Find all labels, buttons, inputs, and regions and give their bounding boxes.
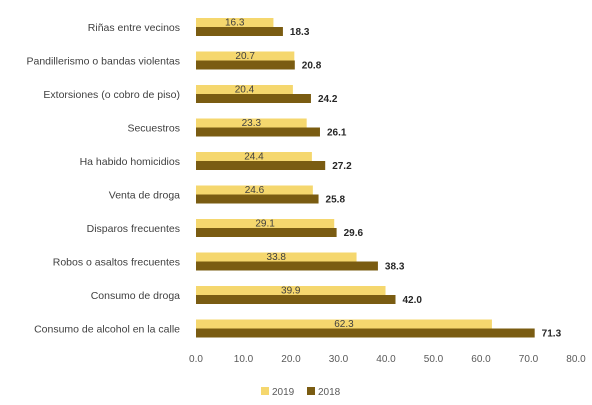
data-label-2018: 18.3 [290,27,310,38]
data-label-2018: 20.8 [302,61,322,72]
data-label-2019: 29.1 [255,219,275,230]
category-label: Secuestros [127,123,180,135]
data-label-2019: 39.9 [281,286,301,297]
legend-swatch-2018 [307,387,315,395]
data-label-2018: 38.3 [385,262,405,273]
legend-swatch-2019 [261,387,269,395]
data-label-2018: 42.0 [403,295,423,306]
x-tick-label: 20.0 [281,354,301,365]
bar-2019 [196,18,274,27]
x-tick-label: 50.0 [424,354,444,365]
legend: 2019 2018 [261,387,341,398]
bar-2018 [196,161,326,170]
bar-2019 [196,152,312,161]
category-label: Consumo de droga [91,290,180,302]
category-label: Consumo de alcohol en la calle [34,324,180,336]
category-labels: Riñas entre vecinos Pandillerismo o banda… [26,22,180,336]
data-label-2019: 23.3 [242,118,262,129]
data-label-2018: 24.2 [318,94,338,105]
bar-2018 [196,328,535,338]
x-tick-label: 80.0 [566,354,586,365]
data-label-2019: 16.3 [225,18,245,29]
legend-label-2019: 2019 [272,387,295,398]
bar-2018 [196,228,337,237]
bar-2018 [196,60,295,70]
data-label-2018: 29.6 [344,228,364,239]
x-tick-label: 30.0 [329,354,349,365]
bar-2019 [196,51,295,61]
data-label-2019: 24.4 [244,152,264,163]
x-tick-label: 0.0 [189,354,203,365]
data-label-2019: 33.8 [267,252,287,263]
x-tick-label: 70.0 [519,354,539,365]
bar-2019 [196,185,313,195]
data-label-2019: 24.6 [245,185,265,196]
category-label: Disparos frecuentes [87,223,180,235]
x-tick-label: 40.0 [376,354,396,365]
x-axis-ticks: 0.0 10.0 20.0 30.0 40.0 50.0 60.0 70.0 80.0 [189,354,586,365]
data-label-2018: 71.3 [542,329,562,340]
data-label-2018: 25.8 [326,195,346,206]
data-label-2019: 20.7 [235,51,255,62]
data-label-2018: 27.2 [332,161,352,172]
bar-2019 [196,219,335,228]
bars-group: 16.3 18.3 20.7 20.8 20.4 24.2 23.3 26.1 24.4 27.2… [196,18,562,340]
bar-2019 [196,85,293,94]
legend-label-2018: 2018 [318,387,341,398]
bar-2018 [196,27,283,36]
bar-2019 [196,319,492,329]
category-label: Pandillerismo o bandas violentas [26,56,180,68]
data-label-2018: 26.1 [327,128,347,139]
bar-2018 [196,127,320,137]
category-label: Venta de droga [109,190,180,202]
x-tick-label: 10.0 [234,354,254,365]
data-label-2019: 62.3 [334,319,354,330]
data-label-2019: 20.4 [235,85,255,96]
bar-2018 [196,295,396,304]
category-label: Robos o asaltos frecuentes [53,257,180,269]
bar-2018 [196,194,319,204]
category-label: Riñas entre vecinos [88,22,180,34]
bar-2018 [196,261,378,271]
bar-2018 [196,94,311,103]
x-tick-label: 60.0 [471,354,491,365]
bar-2019 [196,286,386,295]
bar-2019 [196,118,307,128]
bar-2019 [196,252,357,262]
category-label: Ha habido homicidios [80,156,180,168]
category-label: Extorsiones (o cobro de piso) [43,89,180,101]
